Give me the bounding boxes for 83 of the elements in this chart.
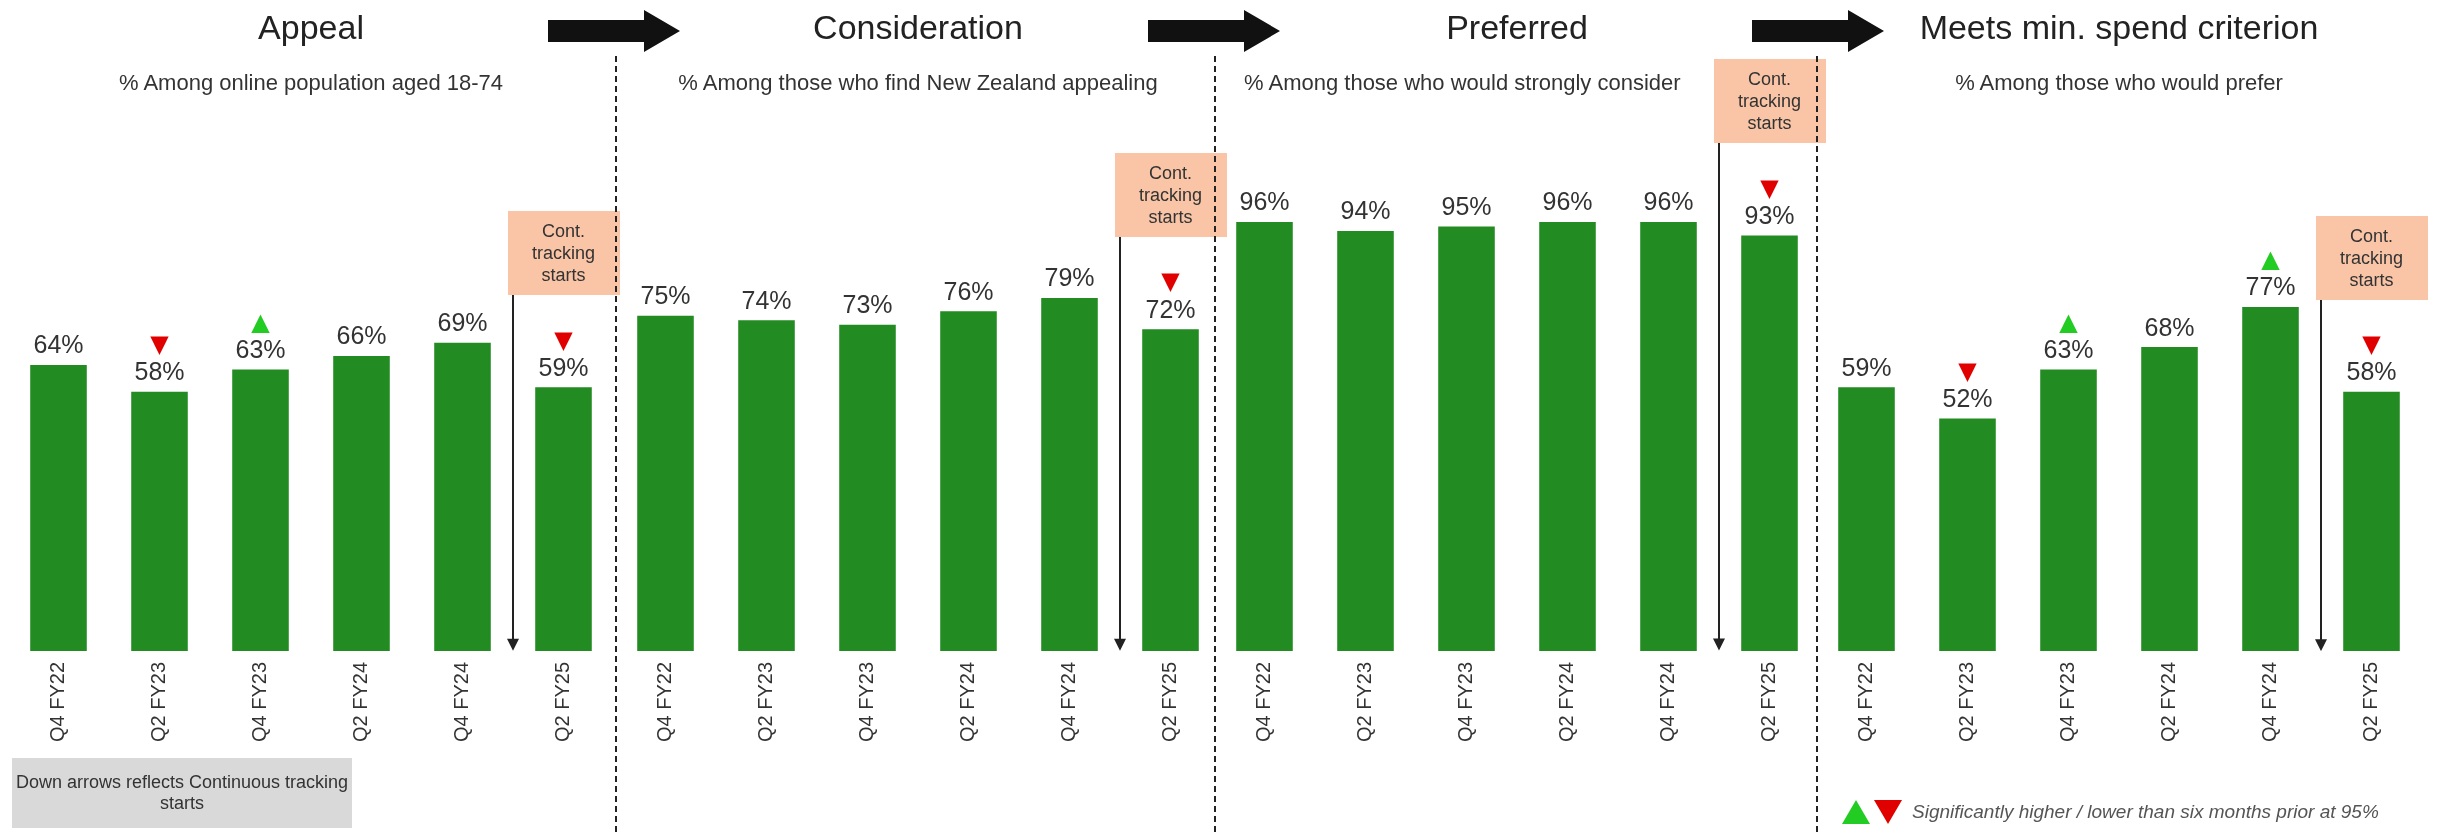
x-tick-label: Q2 FY24 <box>349 661 372 743</box>
data-label: 93% <box>1744 200 1795 229</box>
chart-subtitle: % Among those who would strongly consider <box>1244 69 1682 97</box>
data-label: 59% <box>538 352 589 381</box>
data-label: 96% <box>1239 187 1290 216</box>
data-label: 75% <box>640 281 691 310</box>
x-tick-label: Q2 FY23 <box>147 661 170 743</box>
data-label: 63% <box>2043 334 2094 363</box>
data-label: 66% <box>336 321 387 350</box>
chart-subtitle: % Among those who would prefer <box>1954 69 2284 97</box>
chart-subtitle: % Among those who find New Zealand appealing <box>677 69 1159 97</box>
x-tick-label: Q4 FY23 <box>2056 661 2079 743</box>
text: Cont. tracking starts <box>1713 59 1826 144</box>
data-label: 59% <box>1841 352 1892 381</box>
data-label: 74% <box>741 285 792 314</box>
chart-title: Meets min. spend criterion <box>1918 8 2320 47</box>
annotation: ▲ <box>2059 307 2079 336</box>
x-tick-label: Q4 FY24 <box>2258 661 2281 743</box>
data-label: 63% <box>235 334 286 363</box>
x-tick-label: Q4 FY23 <box>855 661 878 743</box>
annotation: ▼ <box>1958 356 1978 385</box>
chart-title: Consideration <box>812 8 1024 47</box>
annotation: ▼ <box>150 330 170 359</box>
text: Cont. tracking starts <box>507 211 620 296</box>
chart-title: Appeal <box>257 8 365 47</box>
x-tick-label: Q4 FY22 <box>46 661 69 743</box>
data-label: 52% <box>1942 384 1993 412</box>
text: Cont. tracking starts <box>1114 153 1227 238</box>
x-tick-label: Q2 FY24 <box>1555 661 1578 743</box>
annotation: ▼ <box>1760 173 1780 202</box>
bar <box>434 342 491 651</box>
x-tick-label: Q2 FY25 <box>2359 661 2382 743</box>
annotation: ▼ <box>2362 330 2382 359</box>
bar <box>131 391 188 651</box>
x-tick-label: Q2 FY23 <box>1955 661 1978 743</box>
annotation: ▲ <box>251 307 271 336</box>
x-tick-label: Q2 FY25 <box>1158 661 1181 743</box>
x-tick-label: Q4 FY24 <box>1057 661 1080 743</box>
data-label: 95% <box>1441 191 1492 220</box>
x-tick-label: Q2 FY23 <box>754 661 777 743</box>
data-label: 72% <box>1145 294 1196 323</box>
x-tick-label: Q4 FY24 <box>1656 661 1679 743</box>
chart-title: Preferred <box>1445 8 1589 47</box>
annotation: ▼ <box>1161 267 1181 296</box>
x-tick-label: Q2 FY24 <box>956 661 979 743</box>
bar <box>232 369 289 651</box>
annotation: ▲ <box>2261 245 2281 274</box>
data-label: 64% <box>33 330 84 359</box>
bar <box>1939 418 1996 651</box>
bar <box>535 387 592 651</box>
x-tick-label: Q4 FY23 <box>1454 661 1477 743</box>
bar <box>2141 347 2198 651</box>
data-label: 79% <box>1044 263 1095 292</box>
data-label: 76% <box>943 276 994 305</box>
data-label: 73% <box>842 290 893 319</box>
text: Down arrows reflects Continuous tracking starts <box>12 758 352 828</box>
x-tick-label: Q4 FY22 <box>1854 661 1877 743</box>
bar <box>333 356 390 651</box>
x-tick-label: Q2 FY23 <box>1353 661 1376 743</box>
x-tick-label: Q4 FY22 <box>653 661 676 743</box>
data-label: 58% <box>2346 357 2397 386</box>
x-tick-label: Q2 FY24 <box>2157 661 2180 743</box>
data-label: 68% <box>2144 312 2195 341</box>
text: Significantly higher / lower than six months prior at 95% <box>1912 801 2379 823</box>
chart-subtitle: % Among online population aged 18-74 <box>117 69 505 97</box>
x-tick-label: Q4 FY22 <box>1252 661 1275 743</box>
x-tick-label: Q2 FY25 <box>1757 661 1780 743</box>
data-label: 58% <box>134 357 185 386</box>
data-label: 77% <box>2245 272 2296 301</box>
bar <box>2343 391 2400 651</box>
x-tick-label: Q4 FY23 <box>248 661 271 743</box>
data-label: 94% <box>1340 196 1391 225</box>
bar <box>1838 387 1895 651</box>
bar <box>30 364 87 651</box>
data-label: 96% <box>1643 187 1694 216</box>
bar <box>2242 306 2299 651</box>
x-tick-label: Q2 FY25 <box>551 661 574 743</box>
text: Cont. tracking starts <box>2315 215 2428 300</box>
bar <box>2040 369 2097 651</box>
data-label: 96% <box>1542 187 1593 216</box>
annotation: ▼ <box>554 325 574 354</box>
data-label: 69% <box>437 308 488 337</box>
x-tick-label: Q4 FY24 <box>450 661 473 743</box>
